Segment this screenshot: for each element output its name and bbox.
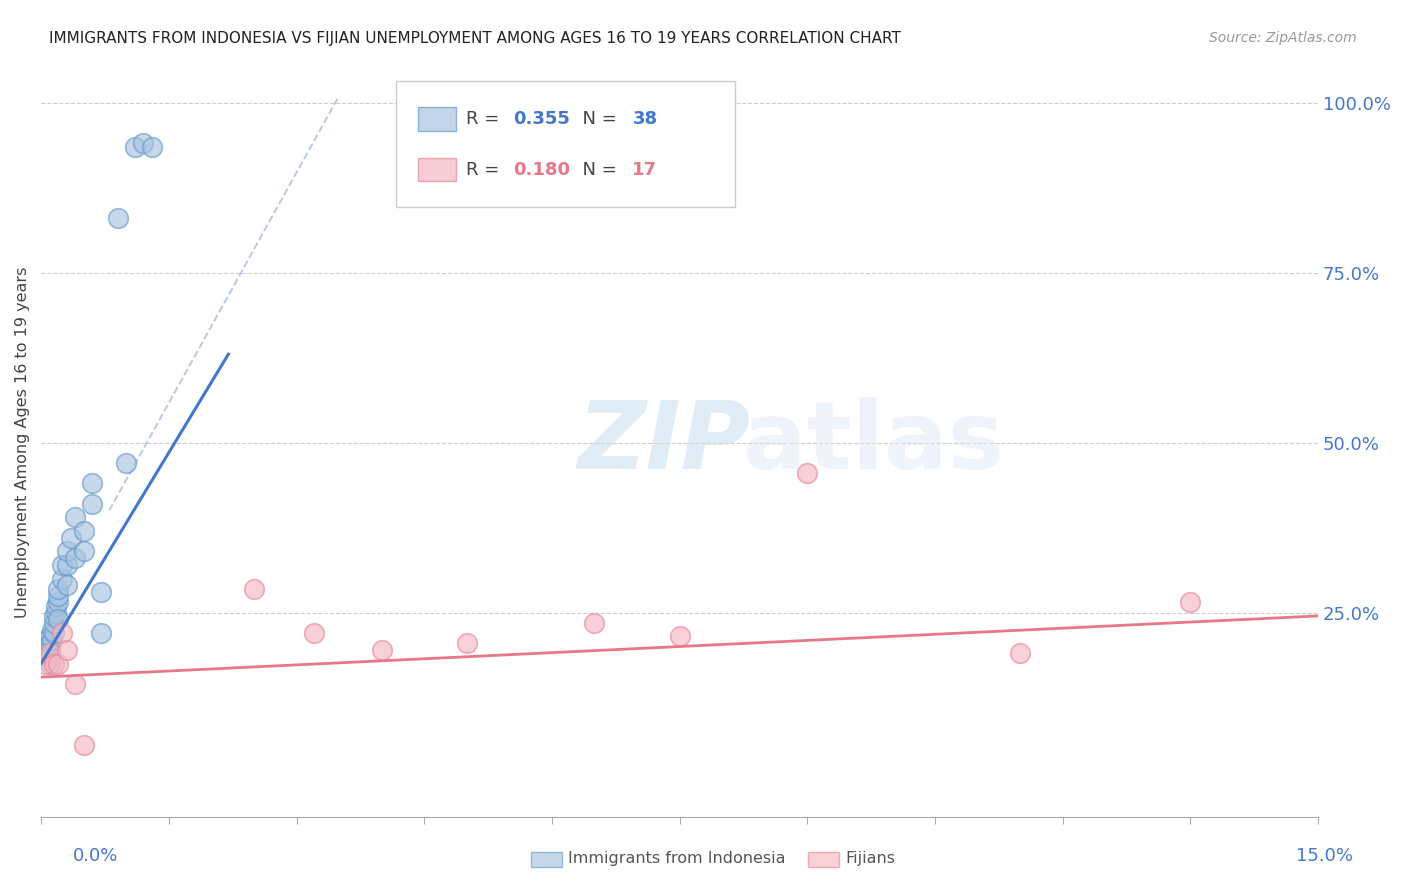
Text: N =: N = xyxy=(571,161,623,178)
Point xyxy=(73,738,96,752)
Point xyxy=(41,632,63,647)
Point xyxy=(55,558,77,572)
Text: ZIP: ZIP xyxy=(578,397,751,489)
Point xyxy=(42,609,65,624)
Point xyxy=(46,595,69,609)
Point xyxy=(38,657,60,671)
Point xyxy=(73,524,96,538)
Point xyxy=(90,626,112,640)
Point xyxy=(63,510,86,524)
Point xyxy=(1180,595,1202,609)
Point xyxy=(82,476,104,491)
Point xyxy=(51,626,73,640)
Point xyxy=(38,643,60,657)
Text: Source: ZipAtlas.com: Source: ZipAtlas.com xyxy=(1209,31,1357,45)
Point xyxy=(51,558,73,572)
Point xyxy=(38,649,60,664)
Bar xyxy=(418,107,456,130)
Text: 15.0%: 15.0% xyxy=(1296,847,1353,865)
Bar xyxy=(418,158,456,181)
Point xyxy=(46,589,69,603)
Point xyxy=(37,632,59,647)
Point xyxy=(1010,646,1032,660)
Text: Immigrants from Indonesia: Immigrants from Indonesia xyxy=(568,852,786,866)
Text: IMMIGRANTS FROM INDONESIA VS FIJIAN UNEMPLOYMENT AMONG AGES 16 TO 19 YEARS CORRE: IMMIGRANTS FROM INDONESIA VS FIJIAN UNEM… xyxy=(49,31,901,46)
Point xyxy=(668,629,690,643)
Point xyxy=(38,646,60,660)
Point xyxy=(583,615,606,630)
Text: 0.355: 0.355 xyxy=(513,110,571,128)
Point xyxy=(115,456,138,470)
Text: 0.0%: 0.0% xyxy=(73,847,118,865)
Point xyxy=(59,531,82,545)
Point xyxy=(46,612,69,626)
Text: 17: 17 xyxy=(633,161,658,178)
Point xyxy=(38,636,60,650)
Text: 0.180: 0.180 xyxy=(513,161,571,178)
Point xyxy=(243,582,266,596)
Point xyxy=(34,640,56,654)
Point xyxy=(42,657,65,671)
Text: R =: R = xyxy=(467,110,505,128)
Point xyxy=(141,139,163,153)
Y-axis label: Unemployment Among Ages 16 to 19 years: Unemployment Among Ages 16 to 19 years xyxy=(15,267,30,618)
FancyBboxPatch shape xyxy=(396,81,734,207)
Point xyxy=(41,623,63,637)
Text: 38: 38 xyxy=(633,110,658,128)
Text: N =: N = xyxy=(571,110,623,128)
Point xyxy=(796,466,818,480)
Point xyxy=(456,636,478,650)
Point xyxy=(55,578,77,592)
Point xyxy=(82,497,104,511)
Point xyxy=(46,657,69,671)
Text: R =: R = xyxy=(467,161,505,178)
Point xyxy=(370,643,392,657)
Point xyxy=(302,626,325,640)
Point xyxy=(63,551,86,566)
Point xyxy=(46,582,69,596)
Point xyxy=(124,139,146,153)
Point xyxy=(63,677,86,691)
Point xyxy=(73,544,96,558)
Point xyxy=(107,211,129,226)
Point xyxy=(42,626,65,640)
Point xyxy=(42,615,65,630)
Point xyxy=(132,136,155,151)
Point xyxy=(34,657,56,671)
Point xyxy=(51,572,73,586)
Point xyxy=(38,629,60,643)
Point xyxy=(55,643,77,657)
Point xyxy=(55,544,77,558)
Text: atlas: atlas xyxy=(744,397,1004,489)
Point xyxy=(45,599,67,613)
Point xyxy=(90,585,112,599)
Point xyxy=(45,606,67,620)
Text: Fijians: Fijians xyxy=(845,852,896,866)
Point xyxy=(34,646,56,660)
